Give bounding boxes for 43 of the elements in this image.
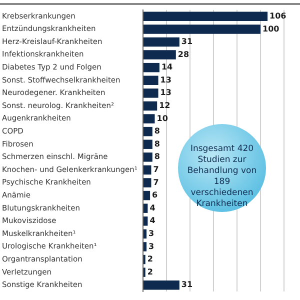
bar xyxy=(144,178,152,188)
bar xyxy=(144,76,158,85)
bar xyxy=(144,216,148,226)
data-label: 10 xyxy=(156,114,168,123)
bar xyxy=(144,62,160,72)
data-label: 2 xyxy=(147,254,153,264)
bar xyxy=(144,50,176,60)
bar xyxy=(144,152,152,162)
bar xyxy=(144,242,147,252)
data-label: 100 xyxy=(262,24,280,34)
data-label: 13 xyxy=(160,75,172,84)
data-label: 106 xyxy=(270,11,287,20)
bar xyxy=(144,114,155,124)
data-label: 7 xyxy=(153,178,159,187)
data-label: 3 xyxy=(148,242,154,251)
data-label: 4 xyxy=(150,203,156,212)
bar xyxy=(144,229,147,239)
bar xyxy=(144,101,158,111)
bar xyxy=(144,88,158,98)
data-label: 12 xyxy=(159,101,170,110)
bar xyxy=(144,204,148,213)
bar xyxy=(144,190,150,200)
data-label: 28 xyxy=(178,50,190,59)
data-label: 8 xyxy=(154,139,160,148)
data-label: 31 xyxy=(181,37,193,46)
bar xyxy=(144,165,152,175)
bar xyxy=(144,24,260,34)
data-label: 6 xyxy=(152,190,158,200)
data-label: 3 xyxy=(148,229,154,238)
data-label: 4 xyxy=(150,216,156,226)
data-label: 14 xyxy=(161,62,174,72)
data-label: 8 xyxy=(154,126,160,136)
data-label: 13 xyxy=(160,88,172,98)
bar xyxy=(144,12,268,22)
data-label: 2 xyxy=(147,267,153,276)
data-label: 7 xyxy=(153,165,159,174)
bar xyxy=(144,37,180,47)
bar xyxy=(144,140,152,149)
data-label: 31 xyxy=(181,280,193,290)
bar xyxy=(144,126,152,136)
bar xyxy=(144,280,180,290)
annotation: Insgesamt 420 Studien zur Behandlung von 189 verschiedenen Krankheiten xyxy=(186,144,258,210)
data-label: 8 xyxy=(154,152,160,162)
